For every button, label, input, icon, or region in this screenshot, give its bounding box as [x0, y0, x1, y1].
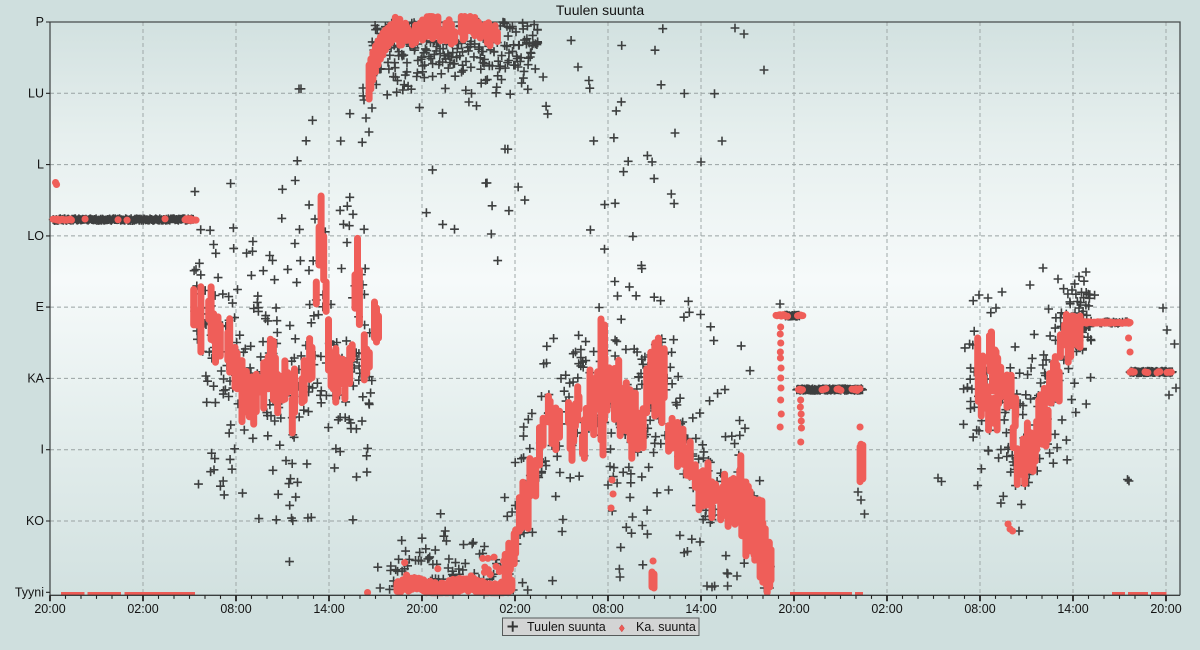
svg-text:02:00: 02:00	[499, 602, 530, 616]
svg-text:20:00: 20:00	[778, 602, 809, 616]
svg-text:08:00: 08:00	[592, 602, 623, 616]
svg-text:Tyyni: Tyyni	[15, 585, 44, 599]
svg-text:Tuulen suunta: Tuulen suunta	[527, 620, 606, 634]
svg-text:LU: LU	[28, 86, 44, 100]
svg-text:I: I	[41, 443, 44, 457]
svg-text:14:00: 14:00	[1057, 602, 1088, 616]
svg-text:14:00: 14:00	[685, 602, 716, 616]
svg-text:02:00: 02:00	[127, 602, 158, 616]
svg-text:08:00: 08:00	[220, 602, 251, 616]
svg-text:20:00: 20:00	[34, 602, 65, 616]
svg-text:KO: KO	[26, 514, 44, 528]
svg-text:KA: KA	[27, 371, 44, 385]
svg-text:02:00: 02:00	[871, 602, 902, 616]
svg-text:20:00: 20:00	[406, 602, 437, 616]
svg-text:08:00: 08:00	[964, 602, 995, 616]
svg-text:Ka. suunta: Ka. suunta	[636, 620, 696, 634]
svg-text:P: P	[36, 15, 44, 29]
svg-text:20:00: 20:00	[1150, 602, 1181, 616]
svg-text:L: L	[37, 158, 44, 172]
svg-text:14:00: 14:00	[313, 602, 344, 616]
svg-text:E: E	[36, 300, 44, 314]
svg-text:Tuulen suunta: Tuulen suunta	[556, 2, 644, 18]
svg-text:LO: LO	[27, 229, 44, 243]
